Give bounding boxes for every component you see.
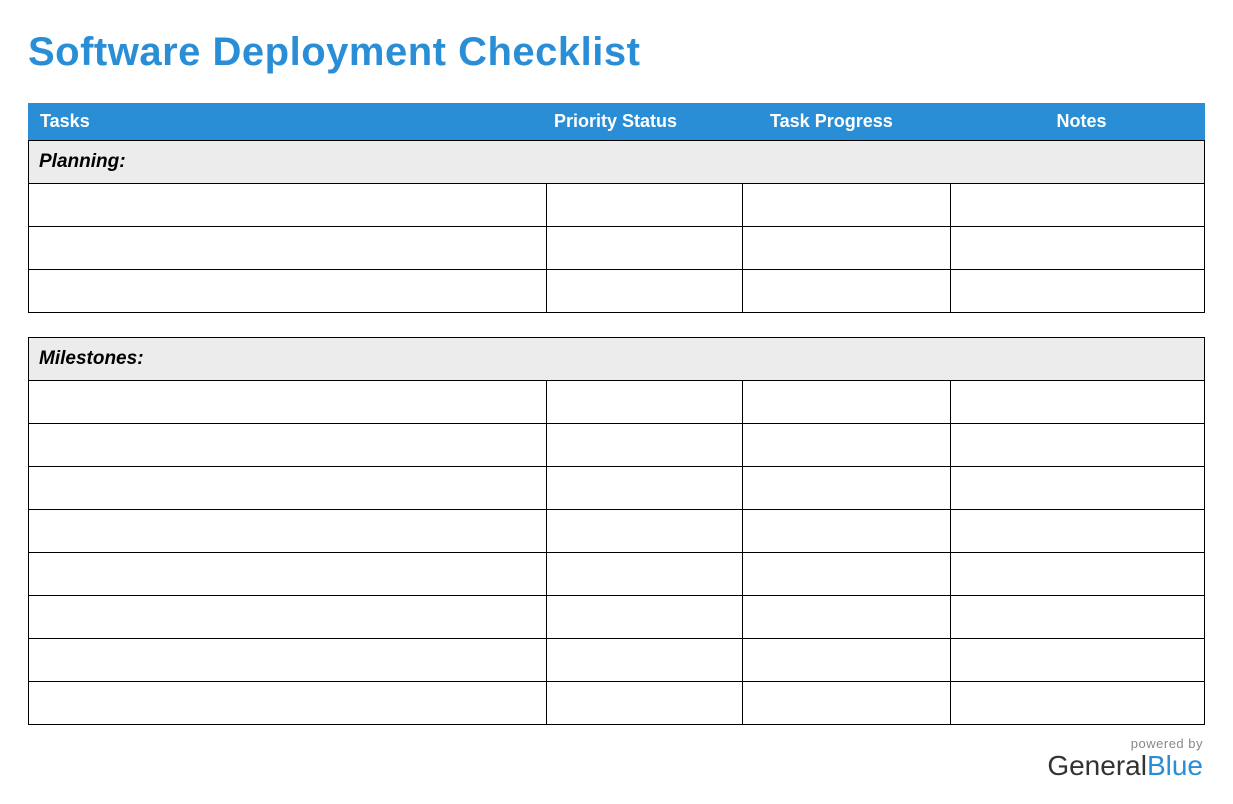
table-row bbox=[29, 381, 1205, 424]
table-row bbox=[29, 227, 1205, 270]
footer-brand-a: General bbox=[1047, 750, 1147, 781]
table-row bbox=[29, 639, 1205, 682]
table-row bbox=[29, 682, 1205, 725]
table-row bbox=[29, 596, 1205, 639]
col-header-priority: Priority Status bbox=[554, 111, 750, 132]
footer: powered by GeneralBlue bbox=[1047, 737, 1203, 782]
section-spacer bbox=[28, 313, 1205, 337]
planning-table bbox=[28, 183, 1205, 313]
footer-brand: GeneralBlue bbox=[1047, 751, 1203, 782]
section-label-planning: Planning: bbox=[28, 140, 1205, 183]
table-row bbox=[29, 424, 1205, 467]
table-row bbox=[29, 270, 1205, 313]
col-header-notes: Notes bbox=[958, 111, 1205, 132]
footer-powered-by: powered by bbox=[1047, 737, 1203, 751]
table-row bbox=[29, 553, 1205, 596]
table-row bbox=[29, 184, 1205, 227]
footer-brand-b: Blue bbox=[1147, 750, 1203, 781]
table-row bbox=[29, 467, 1205, 510]
milestones-table bbox=[28, 380, 1205, 725]
col-header-progress: Task Progress bbox=[750, 111, 958, 132]
table-header: Tasks Priority Status Task Progress Note… bbox=[28, 103, 1205, 140]
col-header-tasks: Tasks bbox=[36, 111, 554, 132]
section-label-milestones: Milestones: bbox=[28, 337, 1205, 380]
page-title: Software Deployment Checklist bbox=[28, 30, 1205, 75]
table-row bbox=[29, 510, 1205, 553]
